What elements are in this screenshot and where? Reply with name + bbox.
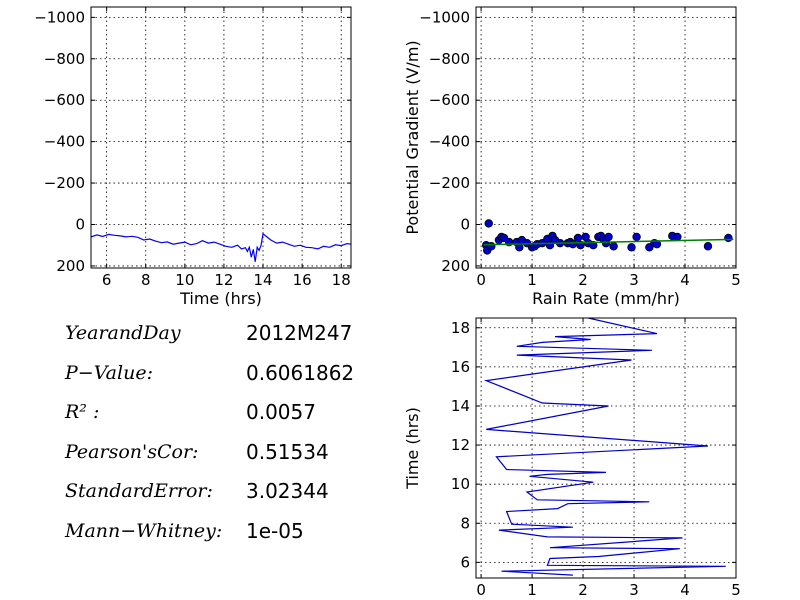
stat-label: P−Value: bbox=[65, 361, 153, 384]
scatter-point bbox=[703, 242, 713, 251]
axes-frame bbox=[90, 6, 352, 269]
x-tick-label: 6 bbox=[102, 271, 112, 289]
y-tick-label: 200 bbox=[441, 257, 470, 275]
x-tick-label: 5 bbox=[731, 581, 741, 599]
y-tick-label: −400 bbox=[44, 133, 85, 151]
pg-vs-rain-rate-scatter-chart: 0 1 2 3 4 5 200 0 −200 −400 −600 −800 −1000 Rain Rate… bbox=[403, 6, 741, 308]
x-axis-label: Rain Rate (mm/hr) bbox=[532, 289, 680, 308]
x-tick-label: 16 bbox=[293, 271, 312, 289]
potential-gradient-timeseries-chart: 6 8 10 12 14 16 18 200 0 −200 −400 −600 −800 −1000 Tim… bbox=[34, 6, 352, 308]
stat-label: R² : bbox=[65, 401, 100, 423]
series-line bbox=[91, 232, 351, 262]
stat-label: Mann−Whitney: bbox=[65, 519, 223, 542]
scatter-point bbox=[487, 242, 496, 251]
x-tick-label: 4 bbox=[680, 271, 690, 289]
stat-value: 0.51534 bbox=[246, 439, 329, 464]
x-tick-label: 2 bbox=[578, 271, 588, 289]
plot-area bbox=[483, 318, 726, 576]
scatter-point bbox=[627, 243, 636, 252]
y-tick-label: 12 bbox=[451, 436, 470, 454]
y-tick-label: 6 bbox=[460, 553, 470, 571]
y-axis-label: Potential Gradient (V/m) bbox=[403, 40, 422, 234]
y-tick-label: −600 bbox=[429, 91, 470, 109]
plot-area bbox=[91, 232, 351, 262]
x-axis-label: Time (hrs) bbox=[179, 289, 262, 308]
x-tick-label: 4 bbox=[680, 581, 690, 599]
x-tick-label: 0 bbox=[476, 271, 486, 289]
y-tick-label: −200 bbox=[429, 174, 470, 192]
stat-value: 0.6061862 bbox=[246, 360, 355, 385]
scatter-point bbox=[573, 233, 583, 243]
y-tick-label: −800 bbox=[429, 50, 470, 68]
stat-label: YearandDay bbox=[65, 322, 181, 344]
axes-frame bbox=[475, 6, 737, 269]
scatter-point bbox=[632, 232, 641, 242]
x-tick-label: 12 bbox=[214, 271, 233, 289]
trend-line bbox=[483, 238, 734, 246]
stat-value: 0.0057 bbox=[246, 400, 316, 424]
y-tick-label: −1000 bbox=[419, 8, 470, 26]
y-tick-label: 0 bbox=[460, 216, 470, 234]
y-tick-label: 8 bbox=[460, 514, 470, 532]
x-tick-label: 1 bbox=[527, 581, 537, 599]
stat-value: 1e-05 bbox=[246, 518, 304, 543]
y-tick-label: −400 bbox=[429, 133, 470, 151]
y-tick-label: 18 bbox=[451, 319, 470, 337]
scatter-point bbox=[724, 233, 733, 243]
y-tick-label: 200 bbox=[56, 257, 85, 275]
x-tick-label: 3 bbox=[629, 581, 639, 599]
stat-label: Pearson'sCor: bbox=[65, 440, 199, 463]
series-line bbox=[483, 318, 726, 576]
axes-frame bbox=[475, 317, 737, 579]
y-tick-label: 10 bbox=[451, 475, 470, 493]
x-tick-label: 18 bbox=[332, 271, 351, 289]
x-tick-label: 10 bbox=[175, 271, 194, 289]
scatter-point bbox=[604, 232, 613, 242]
y-tick-label: 14 bbox=[451, 397, 470, 415]
y-tick-label: −1000 bbox=[34, 8, 85, 26]
y-tick-label: −600 bbox=[44, 91, 85, 109]
y-tick-label: 0 bbox=[75, 216, 85, 234]
x-tick-label: 14 bbox=[253, 271, 272, 289]
stat-label: StandardError: bbox=[65, 480, 213, 502]
x-tick-label: 0 bbox=[476, 581, 486, 599]
scatter-point bbox=[673, 232, 682, 242]
x-tick-label: 3 bbox=[629, 271, 639, 289]
scatter-point bbox=[568, 239, 578, 249]
x-tick-label: 8 bbox=[141, 271, 151, 289]
plot-area bbox=[481, 219, 734, 255]
y-tick-label: 16 bbox=[451, 358, 470, 376]
y-axis-label: Time (hrs) bbox=[403, 407, 422, 490]
x-tick-label: 5 bbox=[731, 271, 741, 289]
scatter-point bbox=[484, 219, 493, 228]
stat-value: 3.02344 bbox=[246, 479, 329, 503]
y-tick-label: −800 bbox=[44, 50, 85, 68]
x-tick-label: 2 bbox=[578, 581, 588, 599]
scatter-point bbox=[589, 241, 598, 250]
x-tick-label: 1 bbox=[527, 271, 537, 289]
scatter-point bbox=[609, 242, 618, 251]
y-tick-label: −200 bbox=[44, 174, 85, 192]
stat-value: 2012M247 bbox=[246, 321, 353, 345]
